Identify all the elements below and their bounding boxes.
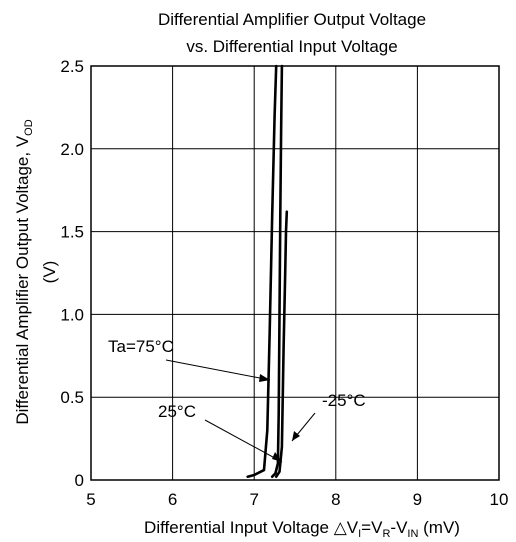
y-tick-labels: 0 0.5 1.0 1.5 2.0 2.5 — [60, 57, 84, 490]
series-line-2 — [274, 210, 289, 479]
y-axis-label: Differential Amplifier Output Voltage, V… — [13, 119, 35, 424]
series-group — [246, 64, 289, 479]
x-tick-label: 9 — [413, 490, 422, 509]
x-axis-label: Differential Input Voltage △VI=VR-VIN (m… — [144, 518, 460, 540]
annotation-arrow-25c — [204, 419, 283, 463]
y-tick-label: 2.0 — [60, 140, 84, 159]
grid — [90, 65, 500, 481]
x-tick-label: 8 — [331, 490, 340, 509]
y-axis-unit: (V) — [40, 261, 59, 284]
annotation-minus25c: -25°C — [322, 391, 366, 410]
annotation-arrowhead-ta75 — [259, 374, 270, 382]
x-tick-label: 6 — [168, 490, 177, 509]
y-tick-label: 1.0 — [60, 305, 84, 324]
x-tick-label: 10 — [490, 490, 509, 509]
plot-frame — [90, 65, 500, 481]
annotation-ta75: Ta=75°C — [108, 337, 174, 356]
x-tick-labels: 5 6 7 8 9 10 — [86, 490, 508, 509]
annotation-arrowhead-25c — [272, 452, 282, 462]
y-tick-label: 1.5 — [60, 223, 84, 242]
annotation-25c: 25°C — [158, 402, 196, 421]
y-tick-label: 0 — [75, 471, 84, 490]
x-tick-label: 7 — [249, 490, 258, 509]
y-tick-label: 2.5 — [60, 57, 84, 76]
series-line-0 — [246, 64, 278, 479]
chart-title: Differential Amplifier Output Voltage — [158, 10, 426, 29]
y-tick-label: 0.5 — [60, 388, 84, 407]
x-tick-label: 5 — [86, 490, 95, 509]
annotation-arrowhead-minus25c — [292, 431, 300, 441]
annotation-arrow-ta75 — [165, 359, 271, 381]
chart-subtitle: vs. Differential Input Voltage — [186, 37, 397, 56]
series-line-1 — [270, 64, 284, 479]
